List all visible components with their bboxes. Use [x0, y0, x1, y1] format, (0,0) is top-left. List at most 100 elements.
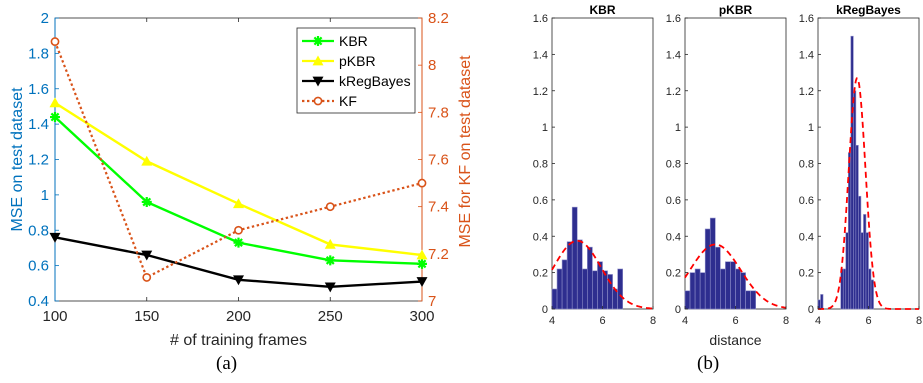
histogram-bar — [699, 272, 706, 310]
histogram-bar — [750, 290, 757, 310]
y-tick-label-right-a: 7.8 — [428, 104, 449, 121]
plot-area-b — [684, 17, 787, 310]
histogram-bar — [853, 90, 857, 310]
data-point — [312, 76, 324, 87]
data-point — [416, 249, 428, 260]
legend-entry: KBR — [302, 33, 368, 49]
series-kbr — [50, 112, 427, 269]
y-tick-label-right-a: 7.4 — [428, 199, 449, 216]
y-tick-label-left-a: 1.6 — [28, 81, 49, 98]
histogram-bar — [847, 152, 852, 310]
y-tick-label-b: 0.8 — [533, 159, 548, 171]
y-tick-label-b: 0.2 — [799, 268, 814, 280]
histogram-bar — [689, 272, 696, 310]
histogram-bar — [704, 228, 711, 310]
data-point — [50, 112, 60, 123]
y-tick-label-left-a: 2 — [41, 10, 49, 27]
histogram-bar — [587, 246, 593, 310]
legend-entry: KF — [302, 93, 357, 109]
caption-a: (a) — [216, 353, 238, 374]
y-tick-label-b: 1.2 — [533, 86, 548, 98]
histogram-bar — [581, 268, 588, 310]
legend-entry: kRegBayes — [302, 73, 411, 89]
data-point — [324, 238, 336, 249]
histogram-bar — [842, 268, 847, 310]
x-tick-label-b: 8 — [916, 315, 922, 327]
y-tick-label-b: 1.6 — [799, 13, 814, 25]
x-tick-label-b: 4 — [815, 315, 821, 327]
y-tick-label-b: 1.4 — [666, 49, 681, 61]
data-point — [234, 225, 243, 235]
y-tick-label-b: 1.4 — [799, 49, 814, 61]
legend-a: KBR pKBR kRegBayes KF — [296, 27, 416, 114]
y-tick-label-b: 1 — [808, 122, 814, 134]
y-tick-label-b: 0.2 — [533, 268, 548, 280]
y-tick-label-b: 1.2 — [799, 86, 814, 98]
data-point — [233, 198, 244, 209]
x-tick-label-a: 150 — [134, 308, 159, 325]
histogram-bar — [840, 268, 844, 310]
data-point — [325, 202, 335, 212]
y-tick-label-left-a: 0.6 — [28, 258, 49, 275]
caption-b: (b) — [697, 353, 720, 374]
y-axis-label-right-a: MSE for KF on test dataset — [457, 55, 474, 248]
histogram-bar — [714, 246, 721, 310]
y-tick-label-b: 0.8 — [666, 159, 681, 171]
histogram-bar — [860, 232, 864, 310]
histogram-pkbr: 0 0.2 0.4 0.6 0.8 1 1.2 1.4 1.6 4 6 8 pKBR — [666, 3, 789, 327]
histogram-bar — [745, 290, 751, 310]
x-axis-label-a: # of training frames — [170, 332, 307, 349]
histogram-bar — [870, 279, 874, 310]
y-tick-label-b: 0 — [808, 304, 814, 316]
y-tick-label-b: 1.4 — [533, 49, 548, 61]
legend-label: kRegBayes — [339, 73, 411, 89]
histogram-bar — [720, 268, 726, 310]
y-tick-label-b: 0 — [542, 304, 548, 316]
histogram-bar — [820, 294, 824, 310]
x-tick-label-b: 8 — [783, 315, 789, 327]
x-tick-label-a: 250 — [318, 308, 343, 325]
fit-curve — [684, 243, 787, 309]
legend-label: pKBR — [339, 53, 376, 69]
histogram-bar — [592, 270, 598, 310]
y-tick-label-b: 1.2 — [666, 86, 681, 98]
series-kf — [50, 37, 427, 282]
histogram-bar — [561, 259, 568, 310]
histogram-bar — [694, 268, 701, 310]
histogram-kregbayes: 0 0.2 0.4 0.6 0.8 1 1.2 1.4 1.6 4 6 8 kRegBayes — [799, 3, 922, 327]
data-point — [141, 155, 153, 166]
data-point — [233, 275, 244, 286]
histogram-bar — [597, 261, 603, 310]
legend-label: KF — [339, 93, 357, 109]
series-kregbayes — [49, 232, 428, 293]
histogram-bar — [571, 206, 578, 310]
data-point — [313, 96, 323, 106]
y-tick-label-b: 0.4 — [799, 231, 814, 243]
y-tick-label-b: 1 — [542, 122, 548, 134]
y-tick-label-b: 0.8 — [799, 159, 814, 171]
x-tick-label-b: 4 — [682, 315, 688, 327]
y-axis-label-left-a: MSE on test dataset — [9, 87, 26, 232]
legend-label: KBR — [339, 33, 368, 49]
y-tick-label-right-a: 7.6 — [428, 152, 449, 169]
histogram-bar — [617, 268, 624, 310]
y-tick-label-b: 0.4 — [533, 231, 548, 243]
data-point — [141, 250, 153, 261]
y-tick-label-right-a: 7 — [428, 293, 436, 310]
histogram-bar — [735, 268, 741, 310]
histogram-bar — [602, 270, 608, 310]
x-axis-label-b: distance — [709, 332, 761, 348]
histogram-bar — [709, 217, 716, 310]
y-tick-label-left-a: 1 — [41, 187, 49, 204]
data-point — [141, 196, 152, 207]
data-point — [49, 97, 61, 108]
x-tick-label-b: 6 — [599, 315, 605, 327]
y-tick-label-b: 0.4 — [666, 231, 681, 243]
histogram-kbr: 0 0.2 0.4 0.6 0.8 1 1.2 1.4 1.6 4 6 8 KBR — [533, 3, 656, 327]
y-tick-label-b: 0.6 — [799, 195, 814, 207]
series-pkbr — [49, 97, 428, 260]
data-point — [49, 232, 61, 243]
histogram-bar — [684, 290, 691, 310]
y-tick-label-right-a: 8.2 — [428, 10, 449, 27]
